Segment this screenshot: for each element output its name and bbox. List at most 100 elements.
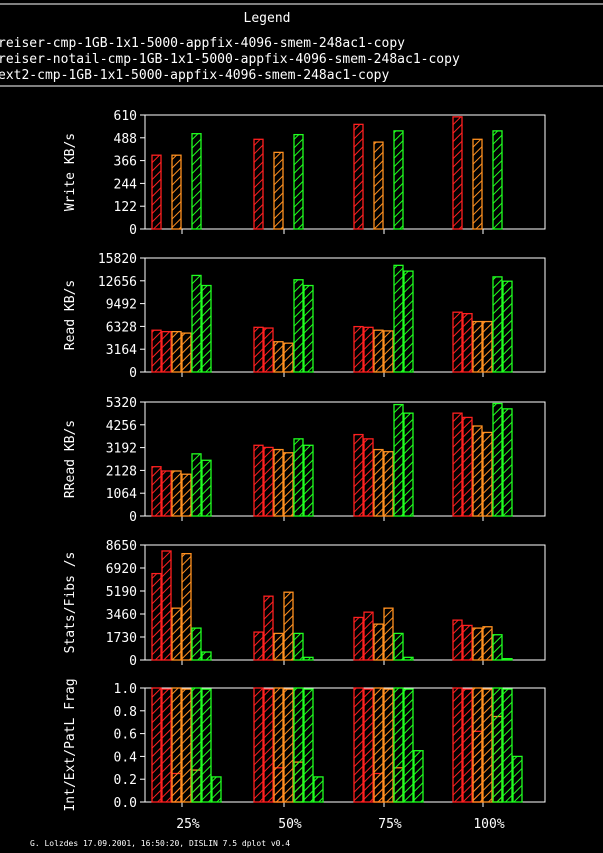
bar xyxy=(201,651,212,661)
bar xyxy=(482,688,493,803)
y-tick-label: 366 xyxy=(114,155,137,170)
bar xyxy=(363,688,374,803)
bar xyxy=(353,433,364,517)
bar xyxy=(373,448,384,517)
bar xyxy=(151,572,162,661)
bar xyxy=(452,619,463,661)
y-tick-label: 0 xyxy=(129,654,137,669)
bar xyxy=(201,284,212,373)
bar xyxy=(452,311,463,373)
bar xyxy=(383,330,394,373)
bar xyxy=(403,412,414,517)
bar xyxy=(462,312,473,373)
legend-box: Legend reiser-cmp-1GB-1x1-5000-appfix-40… xyxy=(0,3,603,87)
bar xyxy=(462,688,473,803)
bar xyxy=(171,607,182,661)
footer-credit: G. Lolzdes 17.09.2001, 16:50:20, DISLIN … xyxy=(30,839,290,848)
bar xyxy=(283,591,294,661)
bar xyxy=(353,325,364,373)
bar xyxy=(263,446,274,517)
bar xyxy=(482,626,493,661)
y-tick-label: 2128 xyxy=(106,464,137,479)
bar xyxy=(191,627,202,661)
bar xyxy=(273,448,284,517)
bar xyxy=(171,330,182,373)
bar xyxy=(253,444,264,517)
bar xyxy=(293,133,304,230)
bar xyxy=(293,632,304,661)
bar xyxy=(353,123,364,230)
bar xyxy=(293,438,304,517)
bar xyxy=(161,550,172,661)
bar xyxy=(151,154,162,230)
bar xyxy=(353,687,364,803)
bar xyxy=(502,280,513,373)
legend-entry-3: ext2-cmp-1GB-1x1-5000-appfix-4096-smem-2… xyxy=(0,68,390,83)
bar xyxy=(171,687,182,803)
bar xyxy=(502,408,513,517)
y-tick-label: 0.4 xyxy=(114,750,138,765)
y-tick-label: 1064 xyxy=(106,487,137,502)
y-tick-label: 0.2 xyxy=(114,773,137,788)
bar xyxy=(492,130,503,230)
y-tick-label: 1.0 xyxy=(114,682,137,697)
bar xyxy=(263,688,274,803)
bar xyxy=(171,154,182,230)
bar xyxy=(393,403,404,517)
bar xyxy=(181,552,192,661)
bar xyxy=(512,755,523,803)
y-tick-label: 488 xyxy=(114,132,137,147)
legend-frame xyxy=(0,3,603,87)
bar xyxy=(253,138,264,230)
bar xyxy=(393,687,404,803)
bar xyxy=(383,688,394,803)
bar xyxy=(383,451,394,517)
bar xyxy=(181,332,192,373)
y-tick-label: 5190 xyxy=(106,585,137,600)
y-tick-label: 6920 xyxy=(106,562,137,577)
legend-title: Legend xyxy=(244,11,291,26)
y-tick-label: 3192 xyxy=(106,442,137,457)
bar xyxy=(373,623,384,661)
bar xyxy=(191,687,202,803)
legend-entry-2: reiser-notail-cmp-1GB-1x1-5000-appfix-40… xyxy=(0,52,460,67)
bar xyxy=(472,138,483,230)
bar xyxy=(353,616,364,661)
bar xyxy=(472,320,483,373)
y-axis-label: Int/Ext/PatL Frag xyxy=(63,678,78,811)
bar xyxy=(253,631,264,661)
bar xyxy=(273,632,284,661)
bar xyxy=(181,473,192,517)
y-tick-label: 0.0 xyxy=(114,796,137,811)
bar xyxy=(293,687,304,803)
bar xyxy=(151,329,162,373)
plot-frame xyxy=(144,544,546,661)
bar xyxy=(502,688,513,803)
bar xyxy=(253,687,264,803)
bar xyxy=(151,687,162,803)
bar xyxy=(303,656,314,661)
y-tick-label: 12656 xyxy=(98,275,137,290)
bar xyxy=(492,276,503,373)
panel-1: 0 122 244 366 488 610 Write KB/s xyxy=(63,109,546,238)
plot-frame xyxy=(144,401,546,517)
y-tick-label: 3460 xyxy=(106,608,137,623)
bar xyxy=(472,627,483,661)
bar xyxy=(373,687,384,803)
y-tick-label: 0 xyxy=(129,223,137,238)
plot-frame xyxy=(144,114,546,230)
bar xyxy=(403,270,414,373)
y-tick-label: 122 xyxy=(114,200,137,215)
y-tick-label: 244 xyxy=(114,177,138,192)
y-tick-label: 0.8 xyxy=(114,705,137,720)
bar xyxy=(161,470,172,517)
plot-frame xyxy=(144,687,546,803)
x-tick-label: 25% xyxy=(176,817,200,832)
bar xyxy=(211,776,222,803)
bar xyxy=(492,402,503,517)
panel-5: 0.0 0.2 0.4 0.6 0.8 1.0 Int/Ext/PatL Frag 25% 50… xyxy=(63,678,546,832)
y-tick-label: 3164 xyxy=(106,343,137,358)
y-tick-label: 0.6 xyxy=(114,728,137,743)
bar xyxy=(171,470,182,517)
